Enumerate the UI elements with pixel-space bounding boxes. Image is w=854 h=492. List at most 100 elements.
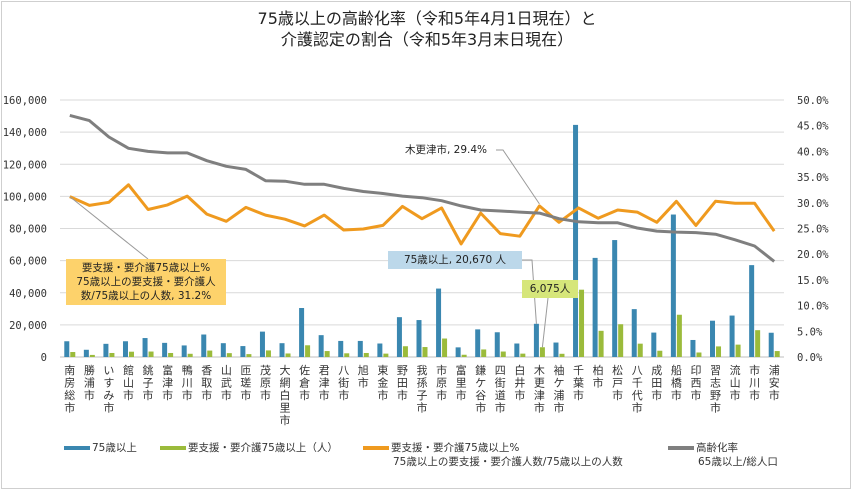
bar-75plus [514,343,520,357]
bar-care-count [168,352,174,357]
bar-75plus [749,265,755,357]
category-label: 南房総市 [64,364,75,415]
left-axis-labels: 0 20,000 40,000 60,000 80,000 100,000 120,000 1… [3,95,47,364]
category-label: 茂原市 [260,363,271,402]
right-axis-labels: 0.0% 5.0% 10.0% 15.0% 20.0% 25.0% 30.0% 35.0% 40… [797,95,829,364]
annotation-kisarazu-75: 75歳以上, 20,670 人 [388,251,522,269]
bar-75plus [279,343,285,357]
leader-kisarazu-75 [522,259,537,324]
bar-care-count [402,346,408,357]
category-label: 八街市 [338,364,349,402]
bar-care-count [344,353,350,357]
legend-item-care-pct: 要支援・要介護75歳以上% 75歳以上の要支援・要介護人数/75歳以上の人数 [363,441,623,469]
category-label: 松戸市 [612,363,623,402]
bar-75plus [377,343,383,357]
legend-swatch-care-count [160,446,186,450]
bar-care-count [598,330,604,357]
category-label: 市川市 [749,363,760,402]
bar-care-count [246,354,252,357]
bar-75plus [122,341,128,357]
category-label: 袖ケ浦市 [553,363,564,415]
category-label: 鎌ケ谷市 [475,363,486,415]
left-axis-tick-label: 0 [41,352,47,364]
category-label: 勝浦市 [84,363,95,402]
bar-75plus [142,338,148,357]
category-label: 浦安市 [769,364,780,402]
legend-label-care-pct: 要支援・要介護75歳以上% [391,442,520,454]
bar-75plus [201,334,207,357]
chart-title-line1: 75歳以上の高齢化率（令和5年4月1日現在）と [257,9,597,28]
category-label: 館山市 [123,363,134,402]
category-label: いすみ市 [103,364,114,415]
right-axis-tick-label: 10.0% [797,301,829,313]
category-label: 柏市 [593,363,604,390]
bar-75plus [670,214,676,357]
annotation-first-pct-line1: 要支援・要介護75歳以上% [81,262,211,274]
legend-item-aging-rate: 高齢化率 65歳以上/総人口 [668,441,778,469]
bar-75plus [768,332,774,357]
bar-care-count [559,353,565,357]
category-label: 旭市 [358,363,369,390]
bar-care-count [618,324,624,357]
bar-75plus [494,332,500,357]
category-label: 成田市 [651,364,662,402]
bar-75plus [475,329,481,357]
left-axis-tick-label: 100,000 [3,191,47,203]
category-label: 四街道市 [495,364,506,415]
bar-care-count [676,314,682,357]
legend-swatch-75plus [64,446,90,450]
bar-care-count [461,354,467,357]
bar-care-count [657,350,663,357]
bar-75plus [729,315,735,357]
legend-swatch-care-pct [363,446,389,450]
bar-care-count [265,350,271,357]
category-labels: 南房総市勝浦市いすみ市館山市銚子市富津市鴨川市香取市山武市匝瑳市茂原市大網白里市… [64,363,779,427]
category-label: 我孫子市 [417,364,428,415]
category-label: 佐倉市 [299,363,310,402]
bar-care-count [422,347,428,357]
category-label: 君津市 [319,364,330,402]
category-label: 富里市 [456,363,467,402]
bar-75plus [416,320,422,357]
right-axis-tick-label: 30.0% [797,198,829,210]
annotation-kisarazu-pct: 木更津市, 29.4% [396,143,496,157]
annotation-first-pct-line3: 数/75歳以上の人数, 31.2% [80,290,212,302]
category-label: 印西市 [690,364,701,402]
left-axis-tick-label: 60,000 [9,256,47,268]
legend-sublabel-aging-rate: 65歳以上/総人口 [698,456,778,468]
leader-first-pct [69,196,149,260]
right-axis-tick-label: 15.0% [797,275,829,287]
bar-care-count [637,343,643,357]
bar-75plus [612,240,618,357]
bars [64,124,780,357]
category-label: 千葉市 [573,364,584,402]
left-axis-tick-label: 140,000 [3,127,47,139]
category-label: 東金市 [377,364,388,402]
bar-care-count [716,346,722,357]
bar-75plus [651,332,657,357]
bar-75plus [338,340,344,357]
bar-75plus [103,343,109,357]
category-label: 香取市 [201,364,212,402]
bar-75plus [592,257,598,357]
legend-item-care-count: 要支援・要介護75歳以上（人） [160,441,338,455]
bar-75plus [299,308,305,357]
bar-care-count [520,353,526,357]
right-axis-tick-label: 35.0% [797,172,829,184]
legend-swatch-aging-rate [668,446,694,450]
category-label: 木更津市 [534,364,545,415]
bar-care-count [735,344,741,357]
bar-care-count [89,354,95,357]
line-care-pct [69,183,776,246]
lines [69,113,776,263]
legend-label-care-count: 要支援・要介護75歳以上（人） [188,442,338,454]
right-axis-tick-label: 25.0% [797,224,829,236]
category-label: 銚子市 [143,363,154,402]
right-axis-tick-label: 20.0% [797,249,829,261]
bar-care-count [774,351,780,357]
bar-75plus [259,331,265,357]
category-label: 白井市 [514,363,525,402]
bar-care-count [305,345,311,357]
bar-75plus [533,323,539,357]
